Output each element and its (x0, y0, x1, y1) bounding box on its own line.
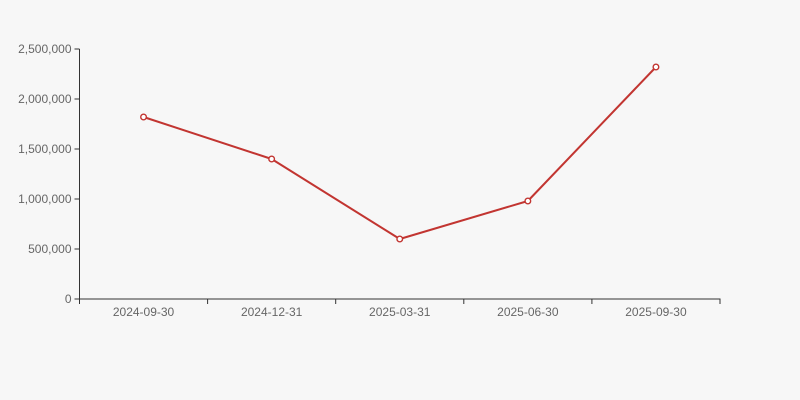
y-axis-label: 0 (65, 292, 72, 306)
y-axis-label: 2,500,000 (18, 42, 72, 56)
y-axis-label: 1,000,000 (18, 192, 72, 206)
x-axis-label: 2025-03-31 (369, 305, 431, 319)
data-point[interactable] (140, 113, 148, 121)
x-axis-label: 2024-12-31 (241, 305, 303, 319)
x-axis-label: 2025-09-30 (625, 305, 687, 319)
data-point[interactable] (268, 155, 276, 163)
x-axis-label: 2024-09-30 (113, 305, 175, 319)
series-line (142, 66, 657, 240)
data-point[interactable] (396, 235, 404, 243)
x-axis-label: 2025-06-30 (497, 305, 559, 319)
data-point[interactable] (524, 197, 532, 205)
y-axis-label: 1,500,000 (18, 142, 72, 156)
y-axis-label: 500,000 (28, 242, 72, 256)
y-axis-label: 2,000,000 (18, 92, 72, 106)
data-point[interactable] (652, 63, 660, 71)
